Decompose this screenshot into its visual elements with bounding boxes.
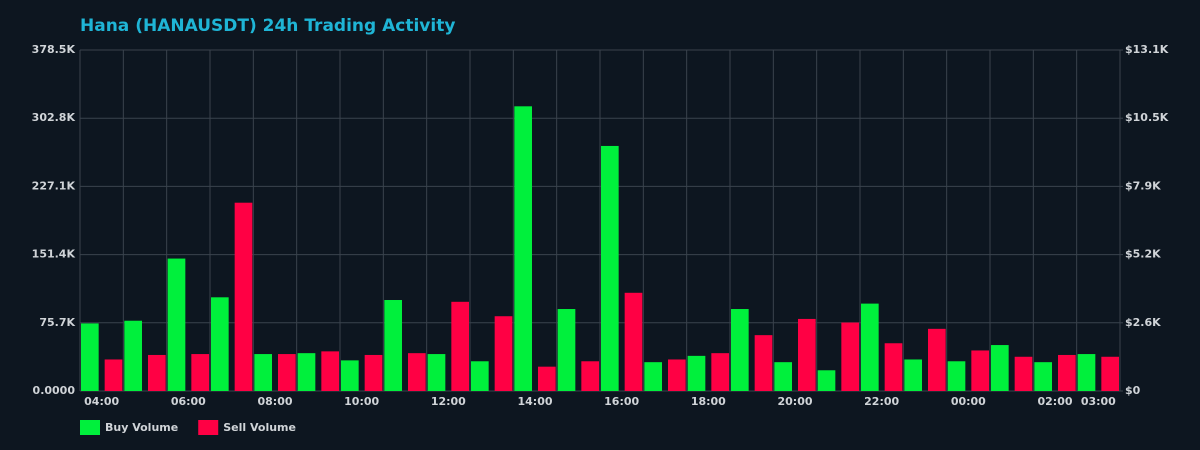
bar <box>104 359 123 391</box>
bar <box>494 316 513 391</box>
bar <box>991 345 1009 391</box>
y2-tick-label: $2.6K <box>1125 316 1161 329</box>
bar <box>191 354 209 391</box>
bar <box>884 343 903 391</box>
bar <box>557 309 576 391</box>
bar <box>297 353 316 391</box>
bar <box>124 320 142 391</box>
y2-tick-label: $0 <box>1125 384 1141 397</box>
bar <box>427 354 446 391</box>
bar <box>471 361 489 391</box>
x-tick-label: 00:00 <box>951 395 986 408</box>
bar <box>817 370 836 391</box>
bar <box>364 354 383 391</box>
bar <box>1014 356 1033 391</box>
x-tick-label: 10:00 <box>344 395 379 408</box>
bar <box>451 301 469 391</box>
y2-tick-label: $7.9K <box>1125 179 1161 192</box>
x-tick-label: 06:00 <box>171 395 206 408</box>
x-tick-label: 08:00 <box>257 395 292 408</box>
bar <box>254 354 272 391</box>
legend-swatch <box>198 420 219 435</box>
x-tick-label: 18:00 <box>691 395 726 408</box>
y-tick-label: 75.7K <box>39 316 75 329</box>
legend-label: Sell Volume <box>223 421 296 434</box>
bar <box>928 328 946 391</box>
bar <box>1034 362 1052 391</box>
bar <box>234 202 253 391</box>
bar <box>601 145 619 391</box>
y2-tick-label: $13.1K <box>1125 43 1169 56</box>
x-tick-label: 12:00 <box>431 395 466 408</box>
bar <box>624 292 643 391</box>
y-tick-label: 227.1K <box>32 179 76 192</box>
bar <box>841 322 859 391</box>
x-tick-label: 14:00 <box>517 395 552 408</box>
bar <box>211 297 229 391</box>
x-tick-label: 02:00 <box>1037 395 1072 408</box>
bar <box>644 362 662 391</box>
y-tick-label: 378.5K <box>32 43 76 56</box>
x-tick-label: 16:00 <box>604 395 639 408</box>
y-tick-label: 302.8K <box>32 111 76 124</box>
bar <box>947 361 966 391</box>
y-tick-label: 0.0000 <box>33 384 76 397</box>
bar <box>687 355 706 391</box>
bar <box>971 350 989 391</box>
bar <box>1077 354 1096 391</box>
bar <box>861 303 879 391</box>
bar <box>278 354 296 391</box>
bar <box>408 353 426 391</box>
bar <box>798 318 816 391</box>
x-tick-label: 20:00 <box>777 395 812 408</box>
bar <box>1101 356 1119 391</box>
bar <box>384 300 402 391</box>
bar <box>538 366 556 391</box>
y2-tick-label: $10.5K <box>1125 111 1169 124</box>
x-tick-label: 04:00 <box>84 395 119 408</box>
legend-label: Buy Volume <box>105 421 178 434</box>
x-tick-label: 03:00 <box>1081 395 1116 408</box>
y2-tick-label: $5.2K <box>1125 248 1161 261</box>
bar <box>904 359 922 391</box>
bar <box>341 360 359 391</box>
chart-title: Hana (HANAUSDT) 24h Trading Activity <box>80 16 455 36</box>
bar <box>711 353 729 391</box>
bar <box>668 359 686 391</box>
y-tick-label: 151.4K <box>32 248 76 261</box>
bar <box>81 323 99 391</box>
bar <box>321 351 339 391</box>
bar <box>754 335 773 391</box>
bar <box>731 309 749 391</box>
bar <box>774 362 792 391</box>
bar <box>148 354 166 391</box>
x-tick-label: 22:00 <box>864 395 899 408</box>
bar <box>514 106 532 391</box>
bar <box>167 258 186 391</box>
legend-swatch <box>80 420 100 435</box>
bar <box>581 361 599 391</box>
bar <box>1058 354 1076 391</box>
